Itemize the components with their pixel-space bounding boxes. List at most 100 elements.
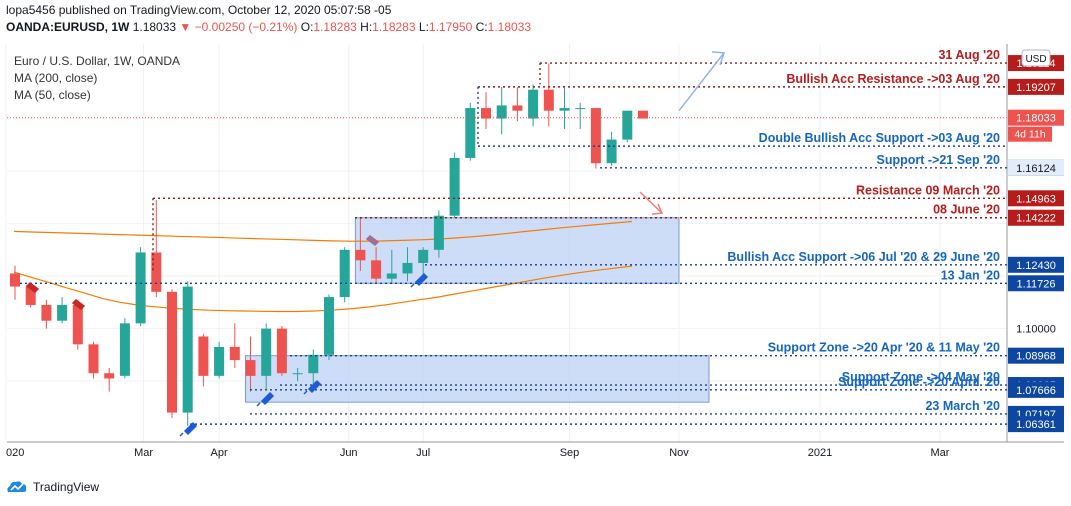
candle-body (292, 373, 303, 375)
price-tag-text: 1.19207 (1016, 82, 1056, 94)
level-label: Bullish Acc Resistance ->03 Aug '20 (786, 72, 1000, 86)
lower-zone (245, 355, 710, 403)
open-value: 1.18283 (313, 20, 357, 34)
sell-marker-icon (365, 235, 380, 246)
candle-body (371, 260, 382, 279)
chart-legend: Euro / U.S. Dollar, 1W, OANDA MA (200, c… (14, 53, 180, 104)
candle-body (119, 323, 130, 376)
candle-body (25, 286, 36, 305)
candle-body (72, 304, 83, 345)
price-tag-text: 1.14963 (1016, 193, 1056, 205)
candle-body (88, 344, 99, 374)
sell-marker-icon (25, 282, 40, 293)
level-label: 13 Jan '20 (941, 268, 1000, 282)
x-tick-label: 020 (6, 447, 24, 459)
last-price-tag (1008, 109, 1064, 126)
candle-body (10, 273, 20, 287)
legend-ma50[interactable]: MA (50, close) (14, 88, 91, 102)
high-label: H: (360, 20, 373, 34)
close-label: C: (475, 20, 488, 34)
currency-box (1021, 49, 1051, 67)
candle-body (151, 252, 162, 292)
price-tag (1008, 381, 1064, 398)
price-tag (1008, 190, 1064, 207)
price-tag (1008, 275, 1064, 292)
trend-arrow (678, 52, 725, 112)
price-tag-text: 1.14222 (1016, 213, 1056, 225)
level-label: 31 Aug '20 (938, 48, 1000, 62)
candle-body (324, 297, 334, 355)
low-label: L: (418, 20, 429, 34)
currency-label: USD (1025, 54, 1046, 65)
candle-body (433, 215, 444, 250)
price-change: −0.00250 (−0.21%) (194, 20, 298, 34)
price-tag (1008, 78, 1064, 95)
price-tag (1008, 209, 1064, 226)
level-label: Support Zone ->20 April '20 (838, 375, 1000, 389)
candle-body (355, 249, 366, 261)
price-tag-text: 1.11726 (1017, 278, 1056, 290)
down-arrow-icon: ▼ (179, 20, 192, 34)
candle-body (308, 354, 319, 374)
candle-body (528, 89, 539, 119)
candle-body (449, 157, 460, 216)
x-tick-label: Mar (931, 447, 950, 459)
price-tag-text: 1.12430 (1016, 260, 1056, 272)
last-price-tag-text: 1.18033 (1016, 113, 1056, 125)
price-tag (1008, 256, 1064, 273)
candle-body (182, 286, 193, 413)
x-tick-label: Mar (134, 447, 153, 459)
level-label: Double Bullish Acc Support ->03 Aug '20 (759, 131, 1000, 145)
legend-title: Euro / U.S. Dollar, 1W, OANDA (14, 54, 181, 68)
candle-body (638, 110, 648, 119)
candle-body (575, 108, 586, 110)
level-label: 08 June '20 (933, 203, 1000, 217)
level-label: Support Zone ->04 May '20 (842, 370, 1000, 384)
x-tick-label: Nov (669, 447, 689, 459)
candle-body (135, 252, 146, 324)
candle-body (104, 373, 115, 379)
candle-body (481, 108, 491, 119)
level-label: Bullish Acc Support ->06 Jul '20 & 29 Ju… (727, 250, 1000, 264)
x-tick-label: 2021 (808, 447, 832, 459)
sell-marker-icon (71, 299, 86, 310)
level-label: 23 March '20 (925, 399, 1000, 413)
arrow-head-icon (711, 51, 726, 66)
low-value: 1.17950 (428, 20, 473, 34)
price-tick-bg (1008, 159, 1064, 176)
price-tick-text: 1.10000 (1016, 324, 1056, 336)
symbol-name[interactable]: OANDA:EURUSD, 1W (6, 20, 130, 34)
open-label: O: (300, 20, 314, 34)
brand-name: TradingView (33, 480, 100, 494)
candle-body (622, 110, 633, 140)
rocket-icon (179, 421, 198, 437)
candle-body (496, 105, 507, 119)
candle-body (559, 108, 570, 111)
candle-body (339, 249, 350, 298)
price-tag-text: 1.08968 (1016, 351, 1056, 363)
price-tick-bg (1008, 320, 1064, 337)
x-tick-label: Apr (211, 447, 228, 459)
level-label: Support Zone ->20 Apr '20 & 11 May '20 (768, 341, 1000, 355)
publish-info: lopa5456 published on TradingView.com, O… (6, 3, 392, 17)
price-tick-text: 1.16124 (1016, 163, 1056, 175)
ma50-line (13, 265, 633, 313)
x-tick-label: Sep (560, 447, 580, 459)
candle-body (402, 262, 413, 274)
candle-body (276, 328, 287, 374)
candle-body (214, 346, 225, 376)
price-tag (1008, 347, 1064, 364)
candle-body (512, 105, 523, 111)
candle-body (198, 336, 209, 376)
tradingview-logo[interactable]: TradingView (6, 480, 99, 494)
rocket-icon (256, 391, 275, 407)
last-price: 1.18033 (132, 20, 177, 34)
price-tag-text: 1.06361 (1016, 419, 1056, 431)
rocket-icon (303, 379, 322, 395)
legend-ma200[interactable]: MA (200, close) (14, 71, 98, 85)
countdown-text: 4d 11h (1014, 129, 1045, 141)
candle-body (261, 328, 272, 376)
candle-body (57, 304, 68, 321)
ma200-line (13, 220, 633, 242)
